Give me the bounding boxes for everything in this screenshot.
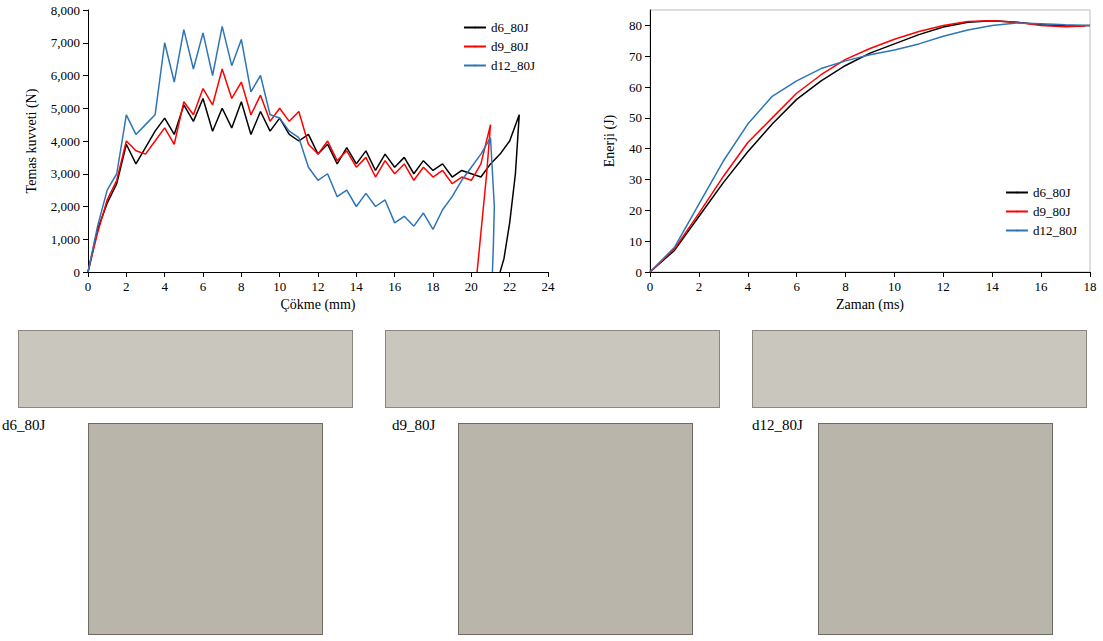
svg-text:7,000: 7,000 xyxy=(51,35,80,50)
svg-text:10: 10 xyxy=(273,279,286,294)
svg-text:50: 50 xyxy=(629,110,642,125)
svg-text:20: 20 xyxy=(465,279,478,294)
svg-text:10: 10 xyxy=(629,234,642,249)
svg-text:12: 12 xyxy=(937,279,950,294)
svg-text:16: 16 xyxy=(388,279,402,294)
svg-text:60: 60 xyxy=(629,80,642,95)
html-text:d9_80J: d9_80J xyxy=(392,417,436,433)
svg-text:d9_80J: d9_80J xyxy=(1033,204,1071,219)
svg-text:8: 8 xyxy=(238,279,245,294)
svg-text:d12_80J: d12_80J xyxy=(1033,223,1077,238)
svg-text:0: 0 xyxy=(85,279,92,294)
svg-text:40: 40 xyxy=(629,141,642,156)
svg-text:3,000: 3,000 xyxy=(51,166,80,181)
svg-text:d6_80J: d6_80J xyxy=(1033,185,1071,200)
svg-text:14: 14 xyxy=(350,279,364,294)
svg-text:Zaman (ms): Zaman (ms) xyxy=(836,297,904,313)
svg-text:2: 2 xyxy=(123,279,130,294)
svg-text:70: 70 xyxy=(629,49,642,64)
svg-text:4: 4 xyxy=(161,279,168,294)
svg-text:d9_80J: d9_80J xyxy=(491,39,529,54)
html-text:d6_80J: d6_80J xyxy=(2,417,46,433)
svg-text:4: 4 xyxy=(745,279,752,294)
svg-text:Temas kuvveti (N): Temas kuvveti (N) xyxy=(24,88,40,193)
svg-text:24: 24 xyxy=(542,279,556,294)
svg-text:22: 22 xyxy=(503,279,516,294)
svg-text:14: 14 xyxy=(986,279,1000,294)
svg-text:12: 12 xyxy=(312,279,325,294)
svg-text:Enerji (J): Enerji (J) xyxy=(602,114,618,167)
svg-text:2: 2 xyxy=(696,279,703,294)
svg-text:Çökme (mm): Çökme (mm) xyxy=(280,297,355,313)
svg-text:30: 30 xyxy=(629,172,642,187)
svg-text:6: 6 xyxy=(793,279,800,294)
svg-text:16: 16 xyxy=(1035,279,1049,294)
svg-text:0: 0 xyxy=(636,265,643,280)
svg-text:8,000: 8,000 xyxy=(51,3,80,18)
svg-text:0: 0 xyxy=(74,265,81,280)
svg-text:2,000: 2,000 xyxy=(51,199,80,214)
svg-text:d12_80J: d12_80J xyxy=(491,58,535,73)
svg-text:80: 80 xyxy=(629,18,642,33)
svg-text:d6_80J: d6_80J xyxy=(491,20,529,35)
svg-text:1,000: 1,000 xyxy=(51,232,80,247)
svg-text:6,000: 6,000 xyxy=(51,68,80,83)
svg-text:10: 10 xyxy=(888,279,901,294)
svg-text:18: 18 xyxy=(427,279,440,294)
svg-text:0: 0 xyxy=(647,279,654,294)
html-text:d12_80J: d12_80J xyxy=(752,417,803,433)
svg-text:4,000: 4,000 xyxy=(51,134,80,149)
svg-text:8: 8 xyxy=(842,279,849,294)
svg-text:5,000: 5,000 xyxy=(51,101,80,116)
svg-text:18: 18 xyxy=(1084,279,1097,294)
svg-text:20: 20 xyxy=(629,203,642,218)
svg-text:6: 6 xyxy=(200,279,207,294)
